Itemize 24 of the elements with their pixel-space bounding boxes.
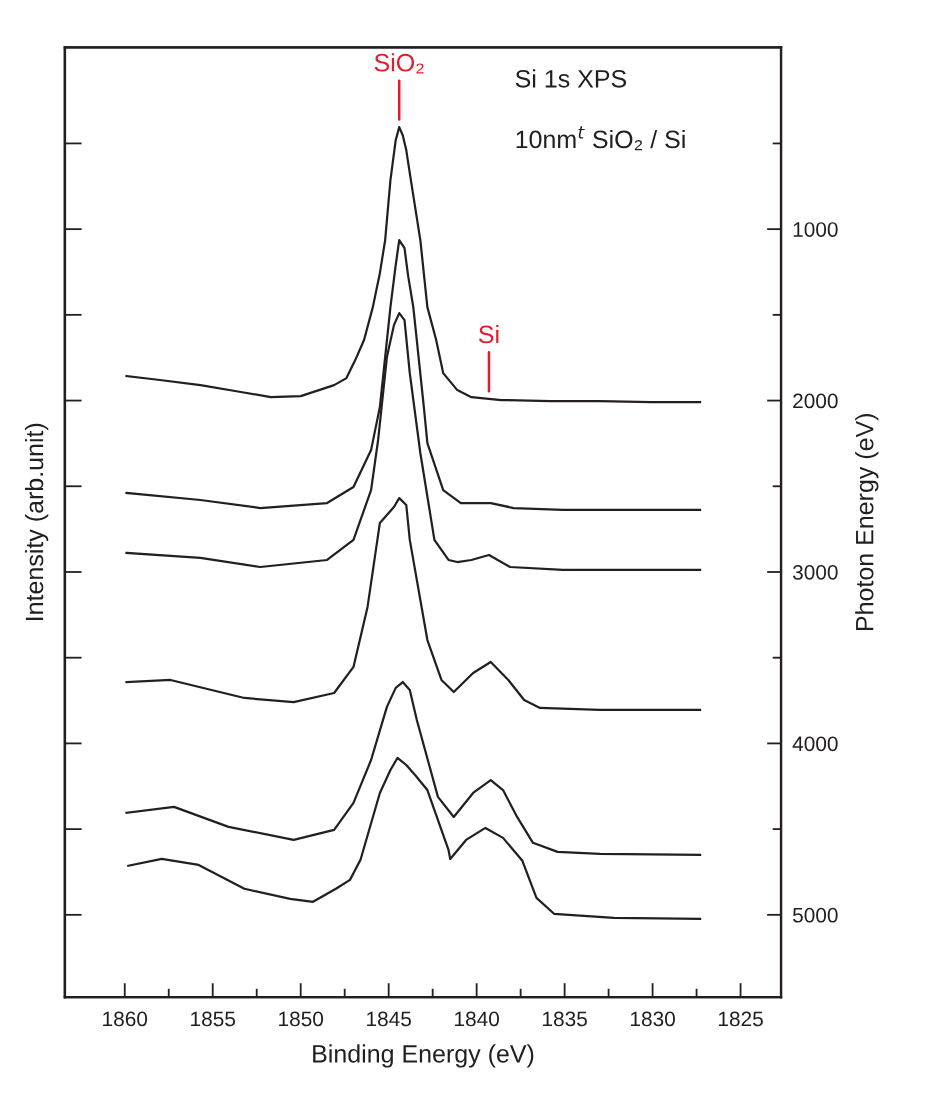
line-series: [125, 680, 702, 856]
x-tick-label: 1855: [191, 1011, 236, 1027]
y2-tick-label: 1000: [793, 222, 838, 237]
x-tick-label: 1835: [543, 1011, 587, 1027]
x-tick-label: 1825: [718, 1011, 763, 1027]
y2-tick-label: 2000: [793, 393, 838, 409]
y2-tick-label: 4000: [792, 736, 838, 752]
y-axis-title: Intensity (arb.unit): [24, 423, 49, 620]
x-axis-title: Binding Energy (eV): [313, 1044, 534, 1068]
annotation: Si 1s XPS: [515, 69, 627, 88]
y2-axis-title: Photon Energy (eV): [855, 414, 879, 630]
x-tick-label: 1845: [367, 1011, 411, 1027]
line-series: [127, 756, 702, 920]
x-tick-label: 1860: [103, 1011, 148, 1027]
annotation: SiO₂: [374, 53, 424, 74]
line-series: [125, 126, 702, 404]
x-tick-label: 1850: [279, 1011, 324, 1027]
x-tick-label: 1840: [455, 1011, 499, 1027]
annotation: Si: [478, 324, 499, 344]
y2-tick-label: 5000: [792, 907, 838, 923]
x-tick-label: 1830: [631, 1011, 675, 1027]
line-series: [125, 496, 702, 712]
y2-tick-label: 3000: [792, 564, 838, 580]
annotation: 10nm$^{t}$ SiO₂ / Si: [516, 126, 685, 151]
